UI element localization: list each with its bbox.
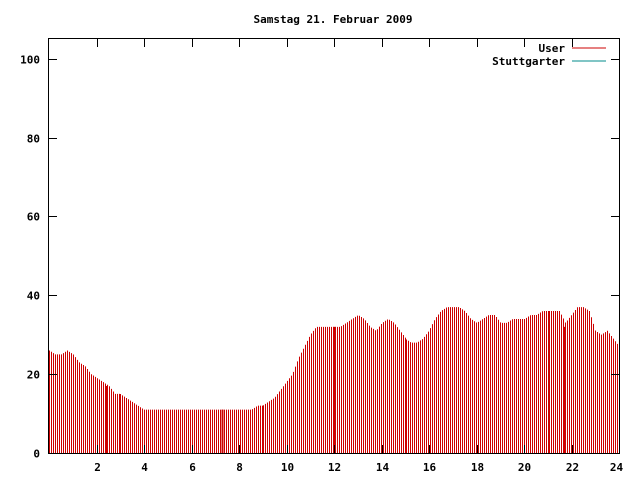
x-axis: 2 4 6 8 10 12 14 16 18 20 22 24 xyxy=(94,39,623,474)
x-tick-label: 24 xyxy=(610,461,624,474)
x-tick-label: 18 xyxy=(471,461,484,474)
x-tick-label: 14 xyxy=(376,461,390,474)
legend-label-user: User xyxy=(539,42,566,55)
plot-frame xyxy=(48,38,620,454)
x-tick-label: 4 xyxy=(141,461,148,474)
chart-title: Samstag 21. Februar 2009 xyxy=(254,13,413,26)
y-tick-label: 40 xyxy=(27,290,40,303)
y-tick-label: 60 xyxy=(27,211,40,224)
y-axis: 0 20 40 60 80 100 xyxy=(20,54,619,461)
x-tick-label: 8 xyxy=(236,461,243,474)
x-tick-label: 6 xyxy=(189,461,196,474)
legend-label-stuttgarter: Stuttgarter xyxy=(492,55,565,68)
x-tick-label: 20 xyxy=(518,461,531,474)
y-tick-label: 20 xyxy=(27,369,40,382)
y-tick-label: 80 xyxy=(27,133,40,146)
x-tick-label: 12 xyxy=(328,461,341,474)
x-tick-label: 22 xyxy=(566,461,579,474)
x-tick-label: 10 xyxy=(281,461,294,474)
x-tick-label: 2 xyxy=(94,461,101,474)
bars-layer xyxy=(49,307,620,453)
y-tick-label: 100 xyxy=(20,54,40,67)
x-tick-label: 16 xyxy=(423,461,437,474)
legend: User Stuttgarter xyxy=(492,42,606,68)
y-tick-label: 0 xyxy=(33,448,40,461)
